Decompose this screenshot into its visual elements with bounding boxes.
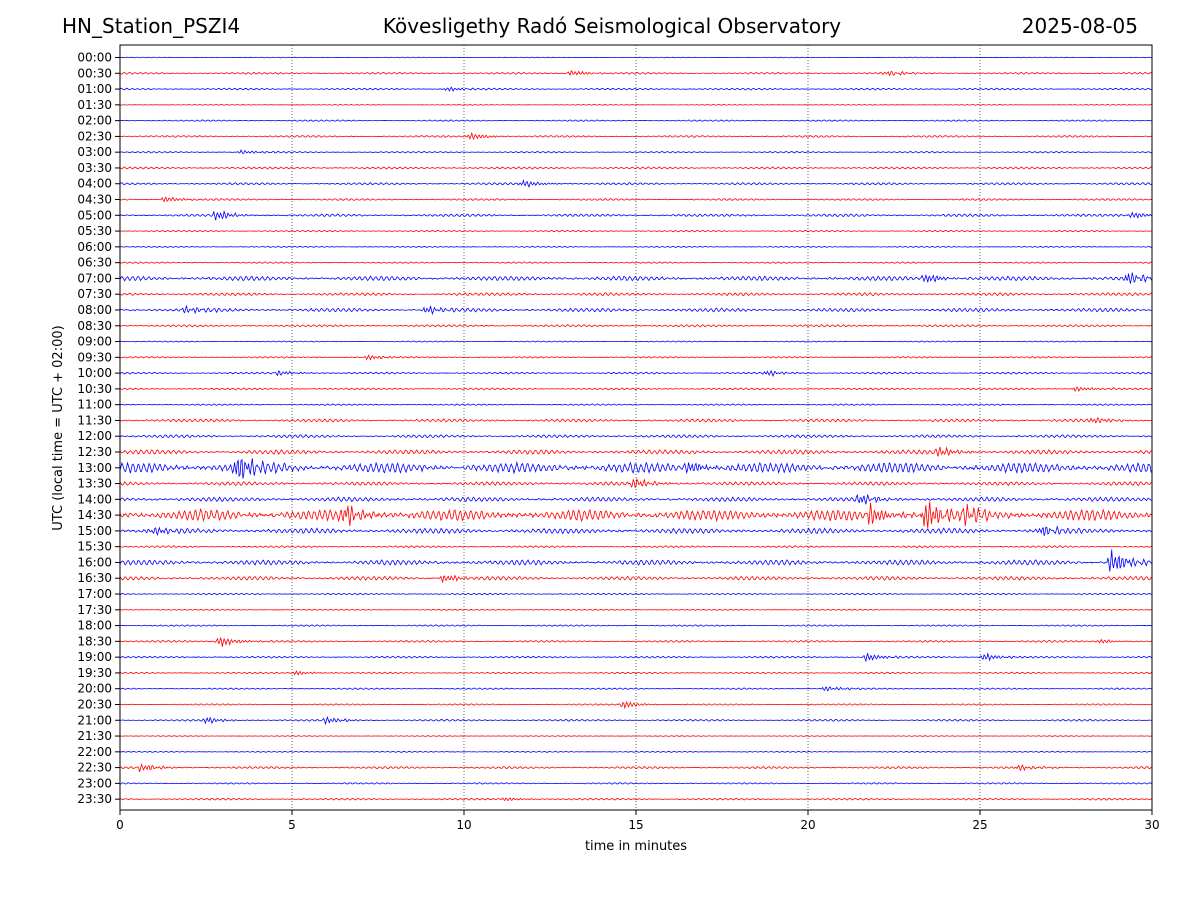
trace-0300 [119,149,1153,155]
y-tick-label: 08:30 [77,319,112,333]
y-tick-label: 13:00 [77,461,112,475]
trace-1600 [119,549,1153,572]
trace-0900 [119,340,1153,343]
y-tick-label: 03:00 [77,145,112,159]
trace-1800 [119,624,1153,627]
trace-1400 [119,493,1153,505]
y-tick-label: 23:30 [77,792,112,806]
trace-1230 [119,446,1153,457]
x-tick-label: 0 [116,818,124,832]
trace-2030 [119,701,1153,710]
y-tick-label: 13:30 [77,477,112,491]
y-tick-label: 20:30 [77,697,112,711]
y-tick-label: 21:00 [77,713,112,727]
y-tick-label: 10:00 [77,366,112,380]
trace-0100 [119,86,1153,92]
y-tick-label: 11:00 [77,398,112,412]
y-tick-label: 22:00 [77,745,112,759]
y-tick-label: 16:30 [77,571,112,585]
y-tick-label: 07:30 [77,287,112,301]
y-tick-label: 09:30 [77,350,112,364]
y-tick-label: 02:30 [77,129,112,143]
trace-0500 [119,210,1153,221]
y-tick-label: 16:00 [77,555,112,569]
y-tick-label: 22:30 [77,761,112,775]
trace-0430 [119,196,1153,203]
trace-0700 [119,272,1153,284]
trace-1100 [119,403,1153,406]
trace-0830 [119,324,1153,328]
y-tick-label: 05:30 [77,224,112,238]
y-tick-label: 14:30 [77,508,112,522]
y-tick-label: 15:30 [77,540,112,554]
y-tick-label: 18:00 [77,619,112,633]
x-tick-label: 5 [288,818,296,832]
chart-date: 2025-08-05 [1021,14,1138,38]
y-tick-label: 10:30 [77,382,112,396]
grid-layer [291,45,981,810]
trace-1430 [119,501,1153,529]
y-tick-label: 02:00 [77,114,112,128]
y-tick-label: 14:00 [77,492,112,506]
trace-0630 [119,261,1153,264]
y-tick-label: 03:30 [77,161,112,175]
trace-0030 [119,69,1153,77]
y-tick-label: 19:00 [77,650,112,664]
y-tick-label: 17:00 [77,587,112,601]
trace-2200 [119,750,1153,753]
y-tick-label: 17:30 [77,603,112,617]
y-tick-label: 01:00 [77,82,112,96]
y-tick-label: 18:30 [77,634,112,648]
y-tick-label: 04:00 [77,177,112,191]
y-tick-label: 06:00 [77,240,112,254]
y-tick-label: 01:30 [77,98,112,112]
trace-2000 [119,686,1153,692]
chart-title: Kövesligethy Radó Seismological Observat… [382,14,842,38]
y-axis-label: UTC (local time = UTC + 02:00) [51,325,66,530]
x-tick-label: 25 [972,818,987,832]
y-tick-label: 20:00 [77,682,112,696]
x-tick-label: 30 [1144,818,1159,832]
y-tick-label: 15:00 [77,524,112,538]
x-axis: 0 5 10 15 20 25 30 [116,810,1160,832]
y-tick-label: 12:30 [77,445,112,459]
y-tick-label: 19:30 [77,666,112,680]
x-axis-label: time in minutes [585,839,687,854]
y-tick-label: 11:30 [77,413,112,427]
x-tick-label: 20 [800,818,815,832]
y-tick-label: 07:00 [77,271,112,285]
y-tick-label: 00:30 [77,66,112,80]
y-tick-label: 21:30 [77,729,112,743]
y-tick-label: 23:00 [77,776,112,790]
y-tick-label: 05:00 [77,208,112,222]
trace-1830 [119,636,1153,647]
y-tick-label: 09:00 [77,335,112,349]
x-tick-label: 15 [628,818,643,832]
y-tick-label: 08:00 [77,303,112,317]
y-tick-label: 04:30 [77,193,112,207]
trace-1030 [119,386,1153,393]
station-name: HN_Station_PSZI4 [62,14,241,38]
x-tick-label: 10 [456,818,471,832]
y-tick-label: 12:00 [77,429,112,443]
y-tick-label: 00:00 [77,51,112,65]
y-tick-label: 06:30 [77,256,112,270]
